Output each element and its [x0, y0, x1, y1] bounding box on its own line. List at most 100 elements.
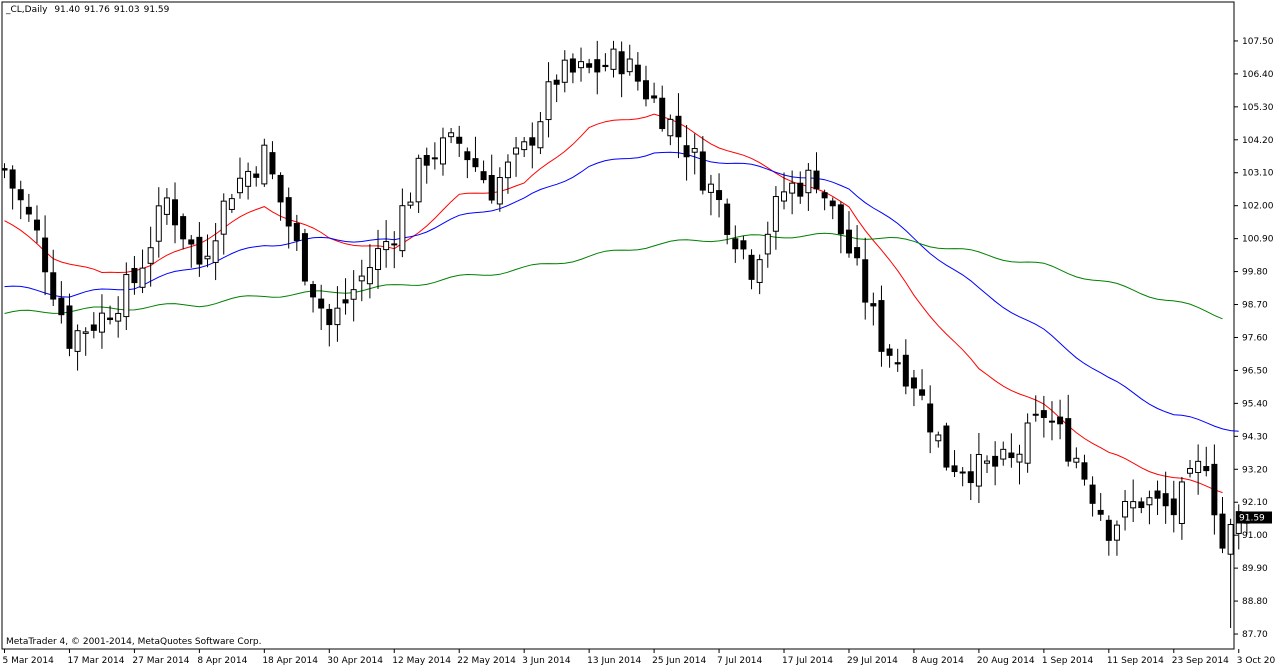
candle — [1146, 490, 1153, 525]
candle-body — [1130, 501, 1137, 509]
candle-body — [699, 151, 706, 191]
candle — [870, 292, 877, 326]
candle — [626, 44, 633, 76]
candle — [269, 141, 276, 180]
candle — [9, 165, 16, 210]
candle — [98, 294, 105, 349]
candle — [180, 213, 187, 250]
candle — [147, 226, 154, 287]
candle-body — [1178, 481, 1185, 525]
candle — [245, 162, 252, 200]
candle-body — [139, 267, 146, 288]
candle-body — [561, 59, 568, 83]
candle — [196, 222, 203, 277]
chart-header: _CL,Daily 91.40 91.76 91.03 91.59 — [6, 5, 173, 15]
candle — [172, 182, 179, 244]
candle-body — [878, 300, 885, 352]
candle — [756, 254, 763, 295]
candle-body — [756, 259, 763, 283]
candle-body — [439, 137, 446, 165]
candle — [407, 192, 414, 209]
candle — [951, 450, 958, 478]
candle — [586, 58, 593, 74]
candle-body — [886, 348, 893, 356]
candle-body — [204, 255, 211, 260]
candle — [781, 172, 788, 210]
candle — [17, 180, 24, 220]
candle-body — [1187, 468, 1194, 474]
date-tick-label: 17 Mar 2014 — [67, 656, 124, 666]
candle-body — [496, 177, 503, 205]
candle — [594, 40, 601, 95]
candle-body — [1162, 493, 1169, 507]
candle-body — [943, 425, 950, 468]
candle — [797, 171, 804, 204]
candle-body — [423, 155, 430, 166]
candle-body — [1000, 448, 1007, 460]
candle-body — [919, 389, 926, 396]
candle-body — [90, 324, 97, 331]
candle — [829, 197, 836, 220]
date-tick-label: 3 Jun 2014 — [522, 656, 571, 666]
candle-body — [1057, 416, 1064, 425]
candle-body — [147, 247, 154, 264]
candle-body — [196, 236, 203, 265]
candle-body — [610, 48, 617, 70]
candle-body — [1203, 466, 1210, 472]
candle-body — [1146, 497, 1153, 506]
candle-body — [261, 144, 268, 185]
candle-body — [642, 80, 649, 100]
ma-long-line — [4, 232, 1223, 320]
price-tick-label: 94.30 — [1242, 432, 1268, 442]
date-tick-label: 5 Mar 2014 — [3, 656, 55, 666]
candle-body — [1048, 420, 1055, 423]
candle — [1048, 401, 1055, 441]
ma-short-line — [4, 113, 1223, 494]
candle — [854, 225, 861, 266]
candle-body — [781, 191, 788, 202]
candle-body — [1122, 500, 1129, 518]
candle-body — [391, 243, 398, 246]
candle — [845, 211, 852, 258]
close-value: 91.59 — [143, 5, 170, 15]
candle-body — [17, 189, 24, 201]
date-tick-label: 20 Aug 2014 — [977, 656, 1035, 666]
candle-body — [537, 121, 544, 149]
candle — [959, 467, 966, 487]
candle — [894, 348, 901, 372]
candle — [131, 256, 138, 295]
candle-body — [870, 303, 877, 307]
price-tick-label: 99.80 — [1242, 268, 1268, 278]
date-tick-label: 7 Jul 2014 — [717, 656, 762, 666]
candle — [285, 187, 292, 249]
candle-body — [407, 201, 414, 206]
candle-body — [975, 453, 982, 487]
candle — [350, 270, 357, 322]
candle — [1097, 493, 1104, 521]
candle-body — [797, 182, 804, 197]
date-tick-label: 22 May 2014 — [457, 656, 516, 666]
candle — [1040, 395, 1047, 438]
candle — [699, 136, 706, 195]
candle — [82, 327, 89, 356]
candle-body — [529, 137, 536, 146]
candle — [1057, 399, 1064, 440]
candle-body — [894, 362, 901, 365]
open-value: 91.40 — [54, 5, 81, 15]
candle — [358, 259, 365, 302]
candle — [529, 122, 536, 169]
candle — [732, 225, 739, 263]
date-tick-label: 12 May 2014 — [392, 656, 451, 666]
candle — [910, 369, 917, 407]
candle-body — [740, 240, 747, 250]
high-value: 91.76 — [84, 5, 110, 15]
candle — [115, 296, 122, 338]
candle-body — [399, 205, 406, 252]
candle-body — [772, 196, 779, 232]
candle-body — [764, 233, 771, 255]
candle — [1203, 446, 1210, 477]
candle-body — [602, 64, 609, 68]
candle — [1113, 520, 1120, 556]
candle-body — [586, 63, 593, 68]
